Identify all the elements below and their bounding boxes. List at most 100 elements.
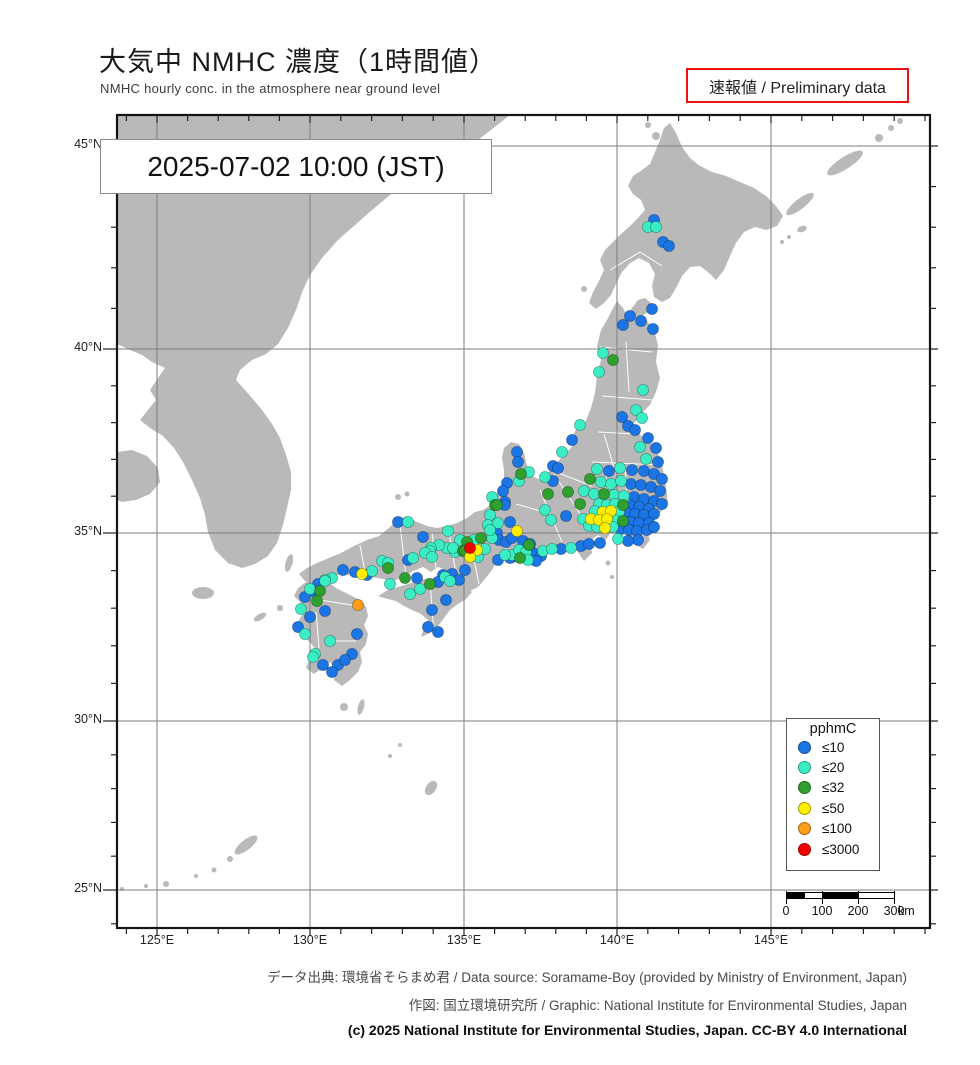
izu-islet — [605, 560, 611, 566]
shandong-peninsula — [117, 450, 160, 502]
footer-graphic-credit: 作図: 国立環境研究所 / Graphic: National Institut… — [408, 998, 907, 1013]
legend-item-label: ≤3000 — [822, 841, 860, 857]
timestamp-label: 2025-07-02 10:00 (JST) — [147, 150, 445, 182]
station-dot — [574, 418, 587, 431]
axis-ticks — [103, 115, 938, 936]
tokara-islet — [398, 743, 402, 747]
station-dot — [338, 654, 351, 667]
station-dot — [491, 517, 504, 530]
station-dot — [498, 549, 511, 562]
station-dot — [622, 535, 635, 548]
station-dot — [648, 521, 661, 534]
station-dot — [306, 651, 319, 664]
page-subtitle: NMHC hourly conc. in the atmosphere near… — [100, 81, 441, 96]
legend-item: ≤10 — [787, 737, 879, 757]
station-dot — [539, 503, 552, 516]
station-dot — [425, 604, 438, 617]
continent-landmass — [117, 115, 510, 568]
station-dot — [441, 525, 454, 538]
station-dot — [556, 445, 569, 458]
station-dot — [562, 485, 575, 498]
legend: pphmC ≤10 ≤20 ≤32 ≤50 ≤100 ≤3000 — [786, 718, 880, 871]
lat-label: 25°N — [74, 881, 102, 895]
footer-copyright: (c) 2025 National Institute for Environm… — [347, 1022, 907, 1038]
station-dot — [458, 564, 471, 577]
station-dot — [490, 498, 503, 511]
station-dot — [316, 659, 329, 672]
lon-label: 130°E — [292, 933, 328, 947]
scale-bar-tick — [894, 891, 895, 904]
preliminary-data-badge: 速報値 / Preliminary data — [686, 68, 909, 103]
okushiri-island — [581, 286, 587, 292]
legend-item-label: ≤20 — [822, 760, 845, 776]
station-dot — [588, 487, 601, 500]
station-dot — [574, 497, 587, 510]
rishiri-island — [652, 132, 660, 140]
map-frame — [115, 113, 932, 930]
station-dot — [298, 628, 311, 641]
station-dot — [635, 478, 648, 491]
sakishima-islet — [163, 881, 169, 887]
station-dot — [496, 484, 509, 497]
sado-island — [573, 421, 597, 443]
station-dot — [510, 525, 523, 538]
station-dot — [636, 411, 649, 424]
station-dot — [591, 462, 604, 475]
scale-bar-segment — [787, 893, 805, 898]
oki-islands — [395, 494, 401, 500]
legend-item-label: ≤32 — [822, 780, 845, 796]
station-dot — [425, 551, 438, 564]
station-dot — [598, 487, 611, 500]
shikoku — [378, 578, 472, 637]
station-dot — [652, 455, 665, 468]
timestamp-box: 2025-07-02 10:00 (JST) — [100, 139, 492, 194]
lat-label: 45°N — [74, 137, 102, 151]
station-dot — [523, 539, 536, 552]
station-dot — [318, 605, 331, 618]
station-dot — [401, 516, 414, 529]
station-dot — [303, 611, 316, 624]
station-dot — [648, 507, 661, 520]
station-dot — [406, 552, 419, 565]
station-dot — [539, 470, 552, 483]
station-dot — [510, 445, 523, 458]
station-dot — [583, 538, 596, 551]
hirado-island — [277, 605, 283, 611]
okinawa-islet — [211, 867, 217, 873]
station-dot — [647, 322, 660, 335]
station-dot — [617, 498, 630, 511]
station-dot — [607, 353, 620, 366]
station-dot — [351, 599, 364, 612]
legend-item: ≤50 — [787, 798, 879, 818]
station-dot — [503, 516, 516, 529]
station-dot — [565, 542, 578, 555]
station-dot — [624, 309, 637, 322]
station-dot — [365, 565, 378, 578]
legend-color-dot — [798, 842, 811, 856]
station-dot — [546, 543, 559, 556]
oki-islands — [404, 491, 410, 497]
scale-bar-tick — [822, 891, 823, 904]
station-dot — [545, 514, 558, 527]
habomai-islet — [787, 235, 791, 239]
station-dot — [512, 455, 525, 468]
station-dot — [616, 410, 629, 423]
station-dot — [403, 588, 416, 601]
scale-bar: 0 100 200 300 km — [783, 891, 926, 923]
lat-label: 30°N — [74, 712, 102, 726]
scale-bar-segment — [859, 893, 895, 898]
station-dot — [603, 464, 616, 477]
station-dot — [642, 431, 655, 444]
station-dot — [542, 487, 555, 500]
station-dot — [656, 472, 669, 485]
legend-item: ≤32 — [787, 778, 879, 798]
page-title: 大気中 NMHC 濃度（1時間値） — [99, 47, 498, 77]
goto-islands — [253, 612, 267, 622]
scale-bar-unit: km — [898, 904, 915, 918]
station-dot — [514, 552, 527, 565]
station-dot — [594, 537, 607, 550]
station-dot — [552, 461, 565, 474]
station-dot — [381, 562, 394, 575]
